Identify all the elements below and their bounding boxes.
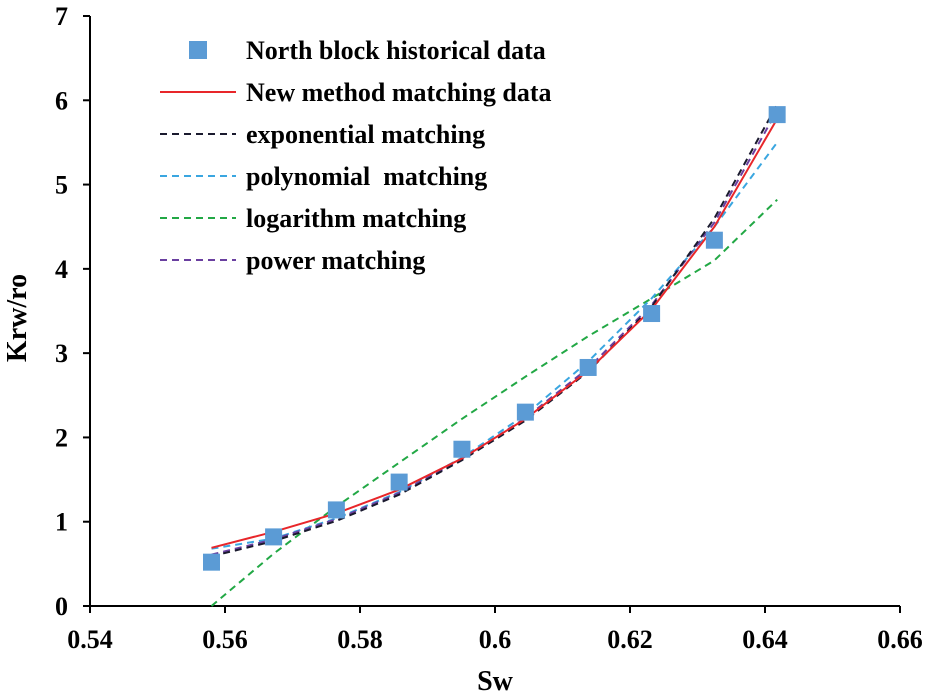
legend: North block historical data New method ma… (160, 36, 552, 275)
legend-label-power-matching: power matching (246, 246, 425, 275)
x-tick-label: 0.66 (877, 625, 923, 654)
y-tick-label: 0 (55, 592, 68, 621)
data-point-historical (327, 501, 345, 519)
data-point-historical (265, 528, 283, 546)
y-tick-label: 6 (55, 86, 68, 115)
legend-label-new-method-matching-data: New method matching data (246, 78, 552, 107)
x-tick-label: 0.56 (202, 625, 248, 654)
data-point-historical (643, 305, 661, 323)
data-point-historical (203, 553, 220, 571)
legend-label-exponential-matching: exponential matching (246, 120, 485, 149)
data-point-historical (705, 231, 723, 249)
axes: 0 1 2 3 4 5 6 7 0.54 0.56 0.58 0.6 0.62 0.64 0.66 (55, 2, 923, 654)
x-tick-label: 0.64 (742, 625, 788, 654)
series-line-new-method-matching-data (211, 118, 779, 549)
legend-label-polynomial-matching: polynomial matching (246, 162, 487, 191)
y-tick-label: 5 (55, 171, 68, 200)
x-tick-label: 0.62 (607, 625, 653, 654)
plot-area (203, 104, 786, 607)
y-tick-label: 1 (55, 508, 68, 537)
y-tick-label: 7 (55, 2, 68, 31)
legend-swatch-north-block-historical-data (189, 41, 207, 59)
y-axis-title: Krw/ro (2, 274, 33, 362)
series-line-exponential-matching (211, 104, 779, 558)
legend-label-logarithm-matching: logarithm matching (246, 204, 466, 233)
x-tick-label: 0.54 (67, 625, 113, 654)
x-axis-title: Sw (477, 666, 514, 696)
data-point-historical (390, 473, 408, 491)
data-point-historical (516, 403, 534, 421)
x-tick-label: 0.6 (479, 625, 512, 654)
data-point-historical (768, 106, 786, 124)
x-tick-label: 0.58 (337, 625, 383, 654)
y-tick-label: 2 (55, 423, 68, 452)
data-point-historical (579, 358, 597, 376)
data-point-historical (453, 440, 471, 458)
y-tick-label: 4 (55, 255, 68, 284)
y-tick-label: 3 (55, 339, 68, 368)
legend-label-north-block-historical-data: North block historical data (246, 36, 546, 65)
